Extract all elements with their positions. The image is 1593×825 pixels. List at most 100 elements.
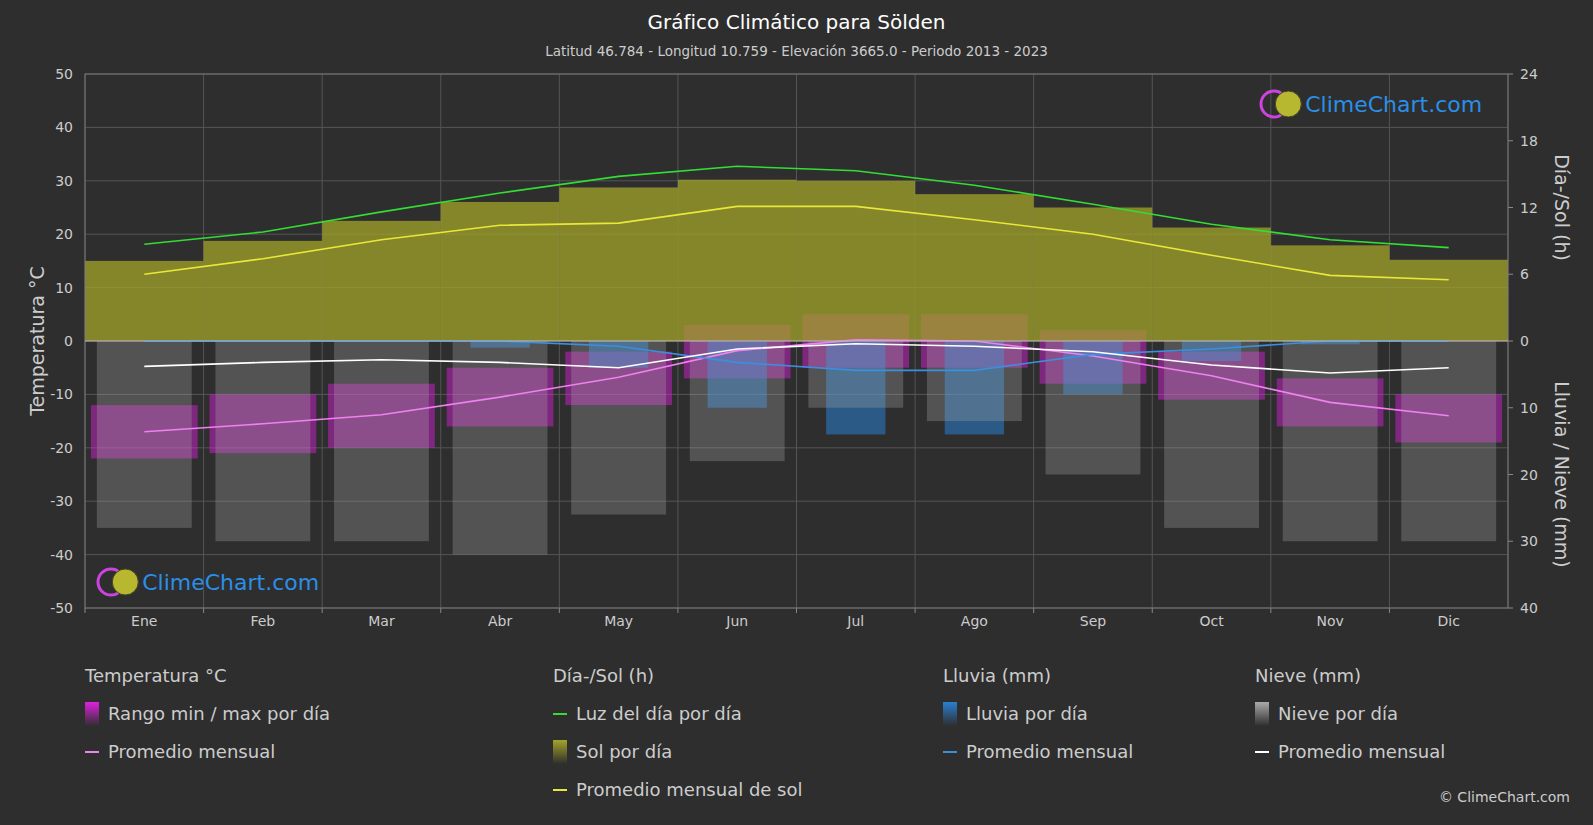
y2-tick: [1508, 74, 1513, 75]
grid-line: [85, 341, 1508, 342]
bar: [915, 194, 1034, 341]
y2-tick: [1508, 207, 1513, 208]
subtitle: Latitud 46.784 - Longitud 10.759 - Eleva…: [545, 43, 1048, 59]
bar: [1271, 245, 1390, 341]
line: [144, 344, 1448, 373]
legend-title: Día-/Sol (h): [553, 665, 654, 686]
x-tick: [203, 608, 204, 613]
y3-tick-label: 10: [1520, 400, 1538, 416]
logo: ClimeChart.com: [1261, 91, 1482, 117]
legend-label: Promedio mensual: [108, 741, 275, 762]
x-tick-label: Oct: [1199, 613, 1224, 629]
legend-swatch: [943, 702, 957, 726]
watermark: ClimeChart.com: [1305, 92, 1482, 117]
y-tick-label: 30: [55, 173, 73, 189]
grid: [85, 74, 1508, 608]
y3-tick: [1508, 407, 1513, 408]
y3-tick: [1508, 608, 1513, 609]
y2-axis-title: Día-/Sol (h): [1551, 154, 1573, 261]
copyright: © ClimeChart.com: [1439, 789, 1570, 805]
legend-swatch: [943, 751, 957, 753]
legend-label: Promedio mensual: [1278, 741, 1445, 762]
x-tick: [1033, 608, 1034, 613]
legend-label: Rango min / max por día: [108, 703, 330, 724]
x-tick-label: Ago: [961, 613, 988, 629]
bar: [808, 341, 903, 408]
chart: Gráfico Climático para Sölden Latitud 46.…: [0, 0, 1593, 825]
y-tick-label: 0: [64, 333, 73, 349]
bar: [334, 341, 429, 541]
legend-label: Lluvia por día: [966, 703, 1088, 724]
legend-label: Promedio mensual: [966, 741, 1133, 762]
y-tick-label: 10: [55, 280, 73, 296]
y2-tick: [1508, 274, 1513, 275]
line: [144, 206, 1448, 279]
y-tick-label: -40: [50, 547, 73, 563]
x-tick-label: Feb: [250, 613, 275, 629]
y3-axis-title: Lluvia / Nieve (mm): [1551, 381, 1573, 568]
legend-swatch: [553, 740, 567, 764]
title: Gráfico Climático para Sölden: [648, 10, 946, 34]
bar: [204, 241, 323, 341]
bar: [453, 341, 548, 555]
x-tick: [440, 608, 441, 613]
bar: [927, 341, 1022, 421]
legend-swatch: [85, 702, 99, 726]
legend-label: Promedio mensual de sol: [576, 779, 803, 800]
bar: [322, 221, 441, 341]
background: [0, 0, 1593, 825]
x-tick-label: Jul: [846, 613, 864, 629]
x-tick-label: Abr: [488, 613, 512, 629]
y-tick-label: -20: [50, 440, 73, 456]
bar: [441, 202, 560, 341]
legend-label: Nieve por día: [1278, 703, 1398, 724]
y2-tick-label: 12: [1520, 200, 1538, 216]
y-tick-label: -50: [50, 600, 73, 616]
x-tick: [1270, 608, 1271, 613]
bar: [1152, 228, 1271, 341]
bar: [1389, 260, 1508, 341]
y-tick-label: 40: [55, 119, 73, 135]
x-tick: [559, 608, 560, 613]
bar: [85, 261, 204, 341]
y2-tick: [1508, 341, 1513, 342]
x-tick-label: Jun: [725, 613, 748, 629]
y-tick-label: -10: [50, 386, 73, 402]
y3-tick: [1508, 541, 1513, 542]
y2-tick-label: 0: [1520, 333, 1529, 349]
x-tick-label: May: [604, 613, 633, 629]
legend-swatch: [553, 713, 567, 715]
y3-tick-label: 30: [1520, 533, 1538, 549]
x-tick: [322, 608, 323, 613]
plot-frame: [85, 74, 1508, 608]
bar: [559, 187, 678, 341]
y-axis-title: Temperatura °C: [26, 266, 48, 417]
legend-title: Temperatura °C: [84, 665, 227, 686]
line: [144, 341, 1448, 370]
watermark: ClimeChart.com: [142, 570, 319, 595]
bar: [215, 341, 310, 541]
bar: [797, 181, 916, 341]
legend-title: Nieve (mm): [1255, 665, 1361, 686]
bar: [678, 180, 797, 341]
legend-swatch: [553, 789, 567, 791]
y-tick-label: 50: [55, 66, 73, 82]
x-tick: [85, 608, 86, 613]
zero-line: [85, 341, 1508, 342]
y3-tick-label: 20: [1520, 467, 1538, 483]
x-tick-label: Dic: [1438, 613, 1460, 629]
bar: [1034, 208, 1153, 342]
y2-tick: [1508, 140, 1513, 141]
legend-title: Lluvia (mm): [943, 665, 1051, 686]
bar: [97, 341, 192, 528]
x-tick: [1389, 608, 1390, 613]
y2-tick-label: 18: [1520, 133, 1538, 149]
y3-tick-label: 40: [1520, 600, 1538, 616]
bar: [690, 341, 785, 461]
x-tick-label: Mar: [368, 613, 395, 629]
legend-swatch: [1255, 751, 1269, 753]
legend-swatch: [1255, 702, 1269, 726]
legend-swatch: [85, 751, 99, 753]
y-tick-label: 20: [55, 226, 73, 242]
x-tick: [915, 608, 916, 613]
